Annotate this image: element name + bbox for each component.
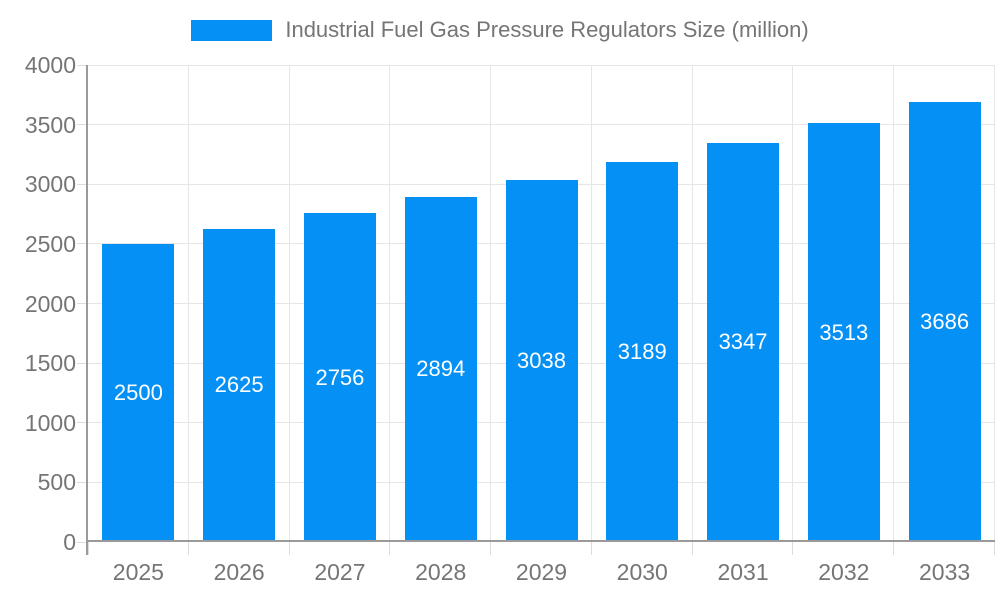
y-axis-label: 1000 — [24, 409, 76, 436]
bar-value-label: 3038 — [517, 347, 566, 373]
y-axis-tick — [77, 481, 86, 483]
x-axis-tick — [893, 542, 895, 555]
x-axis-label: 2028 — [415, 559, 467, 585]
x-axis-label: 2026 — [213, 559, 265, 585]
x-axis-label: 2027 — [314, 559, 366, 585]
bar-value-label: 2500 — [113, 379, 163, 405]
gridline-v — [994, 65, 995, 542]
x-axis-tick — [590, 542, 592, 555]
x-axis-line — [88, 540, 995, 542]
bar-2027: 2756 — [303, 213, 376, 542]
y-axis-label: 2000 — [24, 290, 76, 317]
y-axis-label: 500 — [37, 469, 76, 496]
bar-value-label: 3513 — [819, 319, 869, 345]
x-axis-tick — [490, 542, 492, 555]
x-axis-tick — [691, 542, 693, 555]
legend-swatch — [191, 19, 273, 41]
x-axis-tick — [792, 542, 794, 555]
y-axis-line — [86, 65, 88, 555]
gridline-h — [88, 64, 995, 66]
bar-2030: 3189 — [606, 161, 679, 542]
bar-2026: 2625 — [203, 228, 276, 542]
x-axis-label: 2025 — [112, 559, 164, 585]
y-axis-tick — [77, 422, 86, 424]
bar-2031: 3347 — [707, 142, 780, 542]
y-axis-tick — [77, 124, 86, 126]
legend: Industrial Fuel Gas Pressure Regulators … — [0, 17, 1000, 43]
x-axis-label: 2030 — [616, 559, 668, 585]
bar-value-label: 3347 — [718, 329, 768, 355]
bar-2028: 2894 — [404, 196, 477, 542]
bar-2029: 3038 — [505, 179, 578, 542]
gridline-v — [691, 65, 693, 542]
gridline-v — [792, 65, 794, 542]
gridline-v — [288, 65, 290, 542]
x-axis-tick — [187, 542, 189, 555]
bar-2033: 3686 — [908, 102, 981, 542]
y-axis-tick — [77, 303, 86, 304]
gridline-v — [187, 65, 189, 542]
bar-value-label: 3189 — [617, 338, 667, 364]
bar-value-label: 2894 — [416, 356, 466, 382]
bar-2025: 2500 — [102, 243, 175, 542]
bar-value-label: 2625 — [214, 372, 264, 398]
legend-label: Industrial Fuel Gas Pressure Regulators … — [285, 17, 809, 42]
gridline-v — [590, 65, 592, 542]
gridline-v — [389, 65, 391, 542]
gridline-v — [490, 65, 492, 542]
y-axis-tick — [77, 362, 86, 364]
bar-value-label: 2756 — [315, 364, 365, 390]
y-axis-label: 2500 — [24, 230, 76, 257]
x-axis-label: 2031 — [717, 559, 769, 585]
y-axis-tick — [77, 183, 86, 185]
y-axis-label: 0 — [63, 529, 76, 555]
plot-area: 0 500 1000 1500 2000 2500 3000 3500 4000 2025 2500… — [25, 52, 995, 585]
x-axis-tick — [389, 542, 391, 555]
y-axis-tick — [77, 64, 86, 66]
x-axis-label: 2029 — [515, 559, 568, 585]
y-axis-label: 3000 — [24, 171, 76, 198]
y-axis-label: 4000 — [24, 52, 76, 78]
y-axis-tick — [77, 541, 86, 543]
x-axis-tick — [288, 542, 290, 555]
x-axis-label: 2033 — [919, 559, 971, 585]
x-axis-label: 2032 — [818, 559, 870, 585]
x-axis-tick — [88, 542, 89, 555]
gridline-v — [893, 65, 895, 542]
gridline-h — [88, 124, 995, 126]
y-axis-label: 1500 — [24, 350, 76, 377]
x-axis-tick — [994, 542, 995, 555]
y-axis-label: 3500 — [24, 111, 76, 138]
bar-value-label: 3686 — [920, 309, 970, 335]
y-axis-tick — [77, 243, 86, 245]
bar-2032: 3513 — [807, 123, 880, 542]
